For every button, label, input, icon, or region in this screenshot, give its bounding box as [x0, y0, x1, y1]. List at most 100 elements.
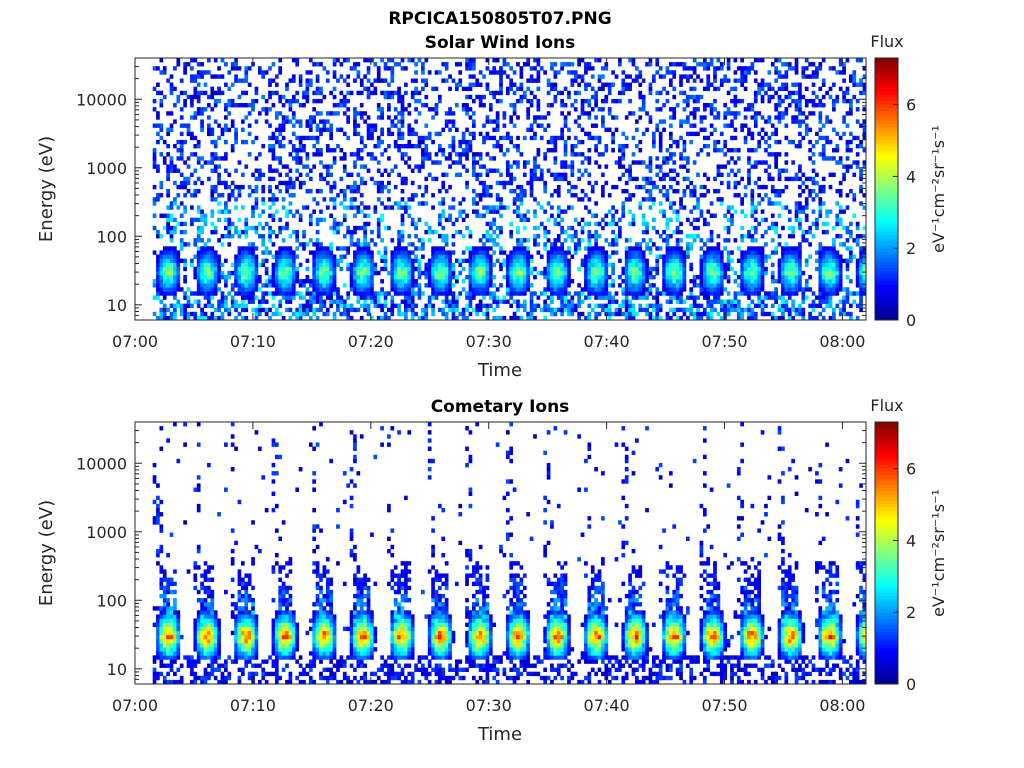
heatmap-cell: [329, 213, 334, 218]
heatmap-cell: [682, 148, 687, 153]
heatmap-cell: [291, 193, 296, 198]
heatmap-cell: [404, 82, 408, 87]
heatmap-cell: [696, 295, 700, 300]
heatmap-cell: [183, 103, 187, 108]
heatmap-cell: [339, 156, 344, 161]
heatmap-cell: [380, 107, 384, 112]
heatmap-cell: [699, 303, 704, 309]
heatmap-cell: [580, 111, 585, 116]
heatmap-cell: [760, 307, 765, 313]
heatmap-cell: [196, 250, 201, 255]
heatmap-cell: [424, 270, 429, 276]
heatmap-cell: [312, 254, 317, 259]
heatmap-cell: [359, 250, 364, 255]
heatmap-cell: [281, 258, 286, 263]
heatmap-cell: [407, 283, 412, 288]
heatmap-cell: [363, 119, 367, 124]
heatmap-cell: [723, 274, 728, 280]
heatmap-cell: [237, 287, 242, 292]
heatmap-cell: [529, 315, 534, 321]
heatmap-cell: [234, 303, 238, 309]
heatmap-cell: [370, 250, 374, 255]
heatmap-cell: [251, 107, 255, 112]
heatmap-cell: [268, 164, 272, 169]
heatmap-cell: [315, 62, 320, 67]
heatmap-cell: [281, 262, 286, 268]
heatmap-cell: [774, 58, 778, 63]
heatmap-cell: [645, 287, 649, 292]
heatmap-cell: [709, 258, 714, 263]
heatmap-cell: [200, 291, 204, 296]
heatmap-cell: [227, 103, 232, 108]
heatmap-cell: [760, 254, 765, 259]
heatmap-cell: [414, 303, 418, 309]
heatmap-cell: [709, 229, 714, 235]
heatmap-cell: [332, 315, 337, 321]
heatmap-cell: [291, 311, 296, 317]
heatmap-cell: [668, 217, 673, 223]
heatmap-cell: [329, 291, 334, 296]
heatmap-cell: [509, 221, 514, 227]
heatmap-cell: [621, 164, 626, 169]
heatmap-cell: [597, 279, 602, 284]
heatmap-cell: [685, 168, 690, 173]
heatmap-cell: [336, 299, 340, 304]
heatmap-cell: [268, 234, 272, 239]
heatmap-cell: [400, 123, 405, 128]
heatmap-cell: [346, 311, 350, 317]
heatmap-cell: [434, 262, 439, 268]
heatmap-cell: [655, 246, 660, 251]
heatmap-cell: [356, 242, 361, 247]
heatmap-cell: [438, 283, 442, 288]
heatmap-cell: [162, 94, 167, 100]
heatmap-cell: [234, 279, 238, 284]
heatmap-cell: [550, 62, 554, 67]
heatmap-cell: [641, 238, 646, 243]
heatmap-cell: [760, 197, 765, 202]
heatmap-cell: [760, 266, 765, 272]
heatmap-cell: [271, 311, 276, 317]
heatmap-cell: [380, 115, 384, 120]
heatmap-cell: [370, 156, 374, 161]
heatmap-cell: [424, 311, 429, 317]
heatmap-cell: [536, 270, 541, 276]
heatmap-cell: [577, 82, 581, 87]
heatmap-cell: [641, 160, 646, 165]
heatmap-cell: [373, 205, 378, 210]
heatmap-cell: [390, 131, 395, 137]
heatmap-cell: [553, 143, 558, 149]
heatmap-cell: [604, 274, 609, 280]
heatmap-cell: [315, 148, 320, 153]
heatmap-cell: [488, 283, 493, 288]
heatmap-cell: [183, 66, 187, 71]
heatmap-cell: [353, 66, 357, 71]
heatmap-cell: [624, 315, 629, 321]
heatmap-cell: [750, 250, 755, 255]
heatmap-cell: [207, 70, 211, 75]
heatmap-cell: [400, 197, 405, 202]
heatmap-cell: [305, 299, 310, 304]
heatmap-cell: [577, 74, 581, 79]
heatmap-cell: [587, 156, 592, 161]
heatmap-cell: [747, 274, 751, 280]
heatmap-cell: [312, 266, 317, 272]
heatmap-cell: [624, 262, 629, 268]
heatmap-cell: [349, 66, 354, 71]
heatmap-cell: [485, 66, 490, 71]
heatmap-cell: [196, 189, 201, 194]
heatmap-cell: [753, 98, 758, 104]
heatmap-cell: [672, 152, 677, 157]
heatmap-cell: [719, 131, 724, 137]
heatmap-cell: [716, 115, 721, 120]
heatmap-cell: [502, 70, 507, 75]
heatmap-cell: [393, 139, 398, 145]
heatmap-cell: [730, 111, 734, 116]
heatmap-cell: [421, 242, 425, 247]
heatmap-cell: [611, 205, 615, 210]
heatmap-cell: [471, 66, 476, 71]
heatmap-cell: [186, 164, 191, 169]
heatmap-cell: [774, 291, 778, 296]
heatmap-cell: [516, 250, 520, 255]
heatmap-cell: [247, 274, 252, 280]
heatmap-cell: [444, 283, 449, 288]
